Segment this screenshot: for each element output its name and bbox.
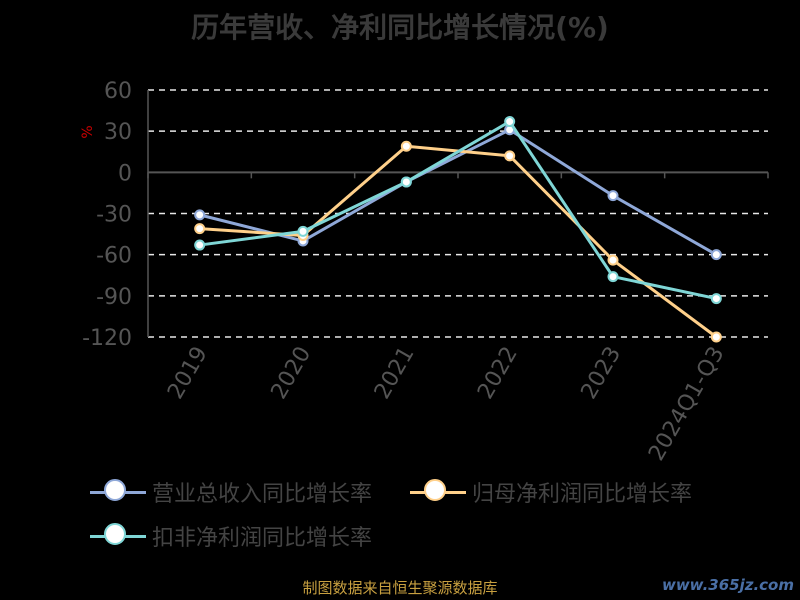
legend-swatch-revenue bbox=[90, 477, 146, 507]
legend-item-deducted-profit[interactable]: 扣非净利润同比增长率 bbox=[90, 520, 372, 552]
y-tick-label: -120 bbox=[82, 326, 132, 351]
data-point-1 bbox=[607, 254, 619, 266]
x-tick-label: 2020 bbox=[267, 343, 317, 404]
legend-label-deducted-profit: 扣非净利润同比增长率 bbox=[152, 526, 373, 551]
series-line-2 bbox=[199, 120, 717, 301]
watermark: www.365jz.com bbox=[661, 576, 794, 594]
y-tick-label: -90 bbox=[96, 285, 132, 310]
x-tick-label: 2024Q1-Q3 bbox=[644, 343, 729, 466]
source-note: 制图数据来自恒生聚源数据库 bbox=[302, 579, 498, 597]
legend-label-net-profit: 归母净利润同比增长率 bbox=[472, 482, 693, 507]
series-line-0 bbox=[199, 128, 718, 256]
legend-label-revenue: 营业总收入同比增长率 bbox=[152, 482, 373, 507]
y-tick-label: -60 bbox=[96, 244, 132, 269]
data-point-2 bbox=[400, 176, 412, 188]
data-point-1 bbox=[504, 150, 516, 162]
legend-dot-deducted-profit bbox=[104, 523, 126, 545]
y-tick-label: 0 bbox=[118, 161, 132, 186]
data-point-2 bbox=[297, 225, 309, 237]
data-point-2 bbox=[194, 239, 206, 251]
y-axis-label: % bbox=[80, 125, 96, 138]
x-tick-label: 2022 bbox=[473, 343, 523, 404]
data-point-1 bbox=[710, 331, 722, 343]
x-tick-label: 2019 bbox=[163, 343, 213, 404]
data-point-1 bbox=[400, 140, 412, 152]
legend-dot-net-profit bbox=[424, 479, 446, 501]
data-point-1 bbox=[194, 223, 206, 235]
x-tick-label: 2023 bbox=[577, 343, 627, 404]
data-point-2 bbox=[607, 271, 619, 283]
x-tick-label: 2021 bbox=[370, 343, 420, 404]
legend-item-revenue[interactable]: 营业总收入同比增长率 bbox=[90, 476, 372, 508]
data-point-0 bbox=[194, 209, 206, 221]
legend-dot-revenue bbox=[104, 479, 126, 501]
data-point-2 bbox=[504, 116, 516, 128]
data-point-0 bbox=[710, 249, 722, 261]
legend-swatch-net-profit bbox=[410, 477, 466, 507]
y-tick-label: -30 bbox=[96, 203, 132, 228]
y-tick-label: 60 bbox=[104, 79, 132, 104]
chart-title: 历年营收、净利同比增长情况(%) bbox=[191, 11, 609, 44]
legend-item-net-profit[interactable]: 归母净利润同比增长率 bbox=[410, 476, 692, 508]
y-tick-label: 30 bbox=[104, 120, 132, 145]
data-point-0 bbox=[607, 190, 619, 202]
legend-swatch-deducted-profit bbox=[90, 521, 146, 551]
data-point-2 bbox=[710, 293, 722, 305]
